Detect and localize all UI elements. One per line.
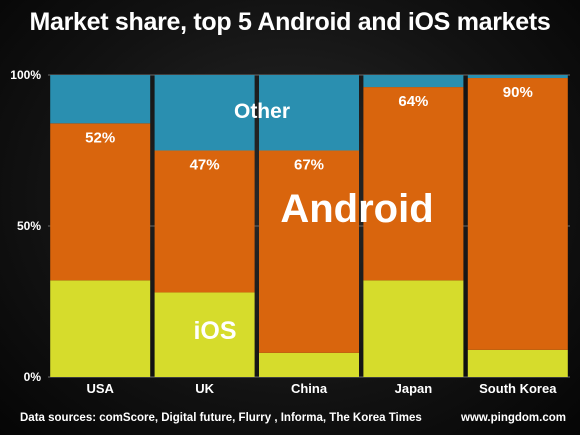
data-label: 67% [294, 157, 324, 174]
bar-ios-south-korea [467, 349, 568, 377]
bar-android-south-korea [467, 78, 568, 350]
y-tick-label: 50% [17, 219, 41, 233]
data-label: 64% [398, 93, 428, 110]
series-label-other: Other [234, 100, 290, 123]
bar-other-uk [154, 75, 255, 151]
bar-other-usa [50, 75, 151, 124]
bar-other-south-korea [467, 75, 568, 79]
series-label-android: Android [280, 187, 433, 231]
x-tick-label: China [291, 381, 328, 396]
chart-title: Market share, top 5 Android and iOS mark… [29, 8, 551, 36]
y-tick-label: 100% [10, 68, 41, 82]
website-credit: www.pingdom.com [461, 412, 566, 424]
bar-ios-japan [363, 280, 464, 377]
data-label: 90% [503, 84, 533, 101]
bar-other-japan [363, 75, 464, 88]
data-label: 47% [190, 157, 220, 174]
bar-ios-china [259, 352, 359, 377]
x-tick-label: Japan [395, 381, 433, 396]
x-tick-label: UK [195, 381, 214, 396]
series-label-ios: iOS [193, 317, 236, 345]
bar-android-uk [154, 150, 255, 293]
bar-android-usa [50, 123, 151, 281]
data-sources-note: Data sources: comScore, Digital future, … [20, 412, 422, 424]
bar-ios-usa [50, 280, 151, 377]
bar-ios-uk [154, 292, 255, 377]
bar-android-japan [363, 87, 464, 281]
x-tick-label: South Korea [479, 381, 557, 396]
bar-android-china [259, 150, 359, 353]
y-tick-label: 0% [24, 370, 42, 384]
x-tick-label: USA [86, 381, 114, 396]
data-label: 52% [85, 129, 115, 146]
bars-layer [50, 75, 568, 377]
bar-other-china [259, 75, 359, 151]
labels-layer: 0% 50% 100% USA 52% UK 47% China 67% Japan 64% Sout… [10, 68, 557, 396]
